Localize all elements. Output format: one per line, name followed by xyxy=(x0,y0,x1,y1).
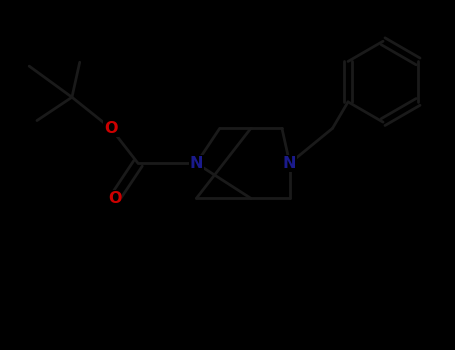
Text: O: O xyxy=(108,191,121,206)
Text: O: O xyxy=(104,121,117,136)
Text: N: N xyxy=(283,156,297,171)
Text: N: N xyxy=(190,156,203,171)
